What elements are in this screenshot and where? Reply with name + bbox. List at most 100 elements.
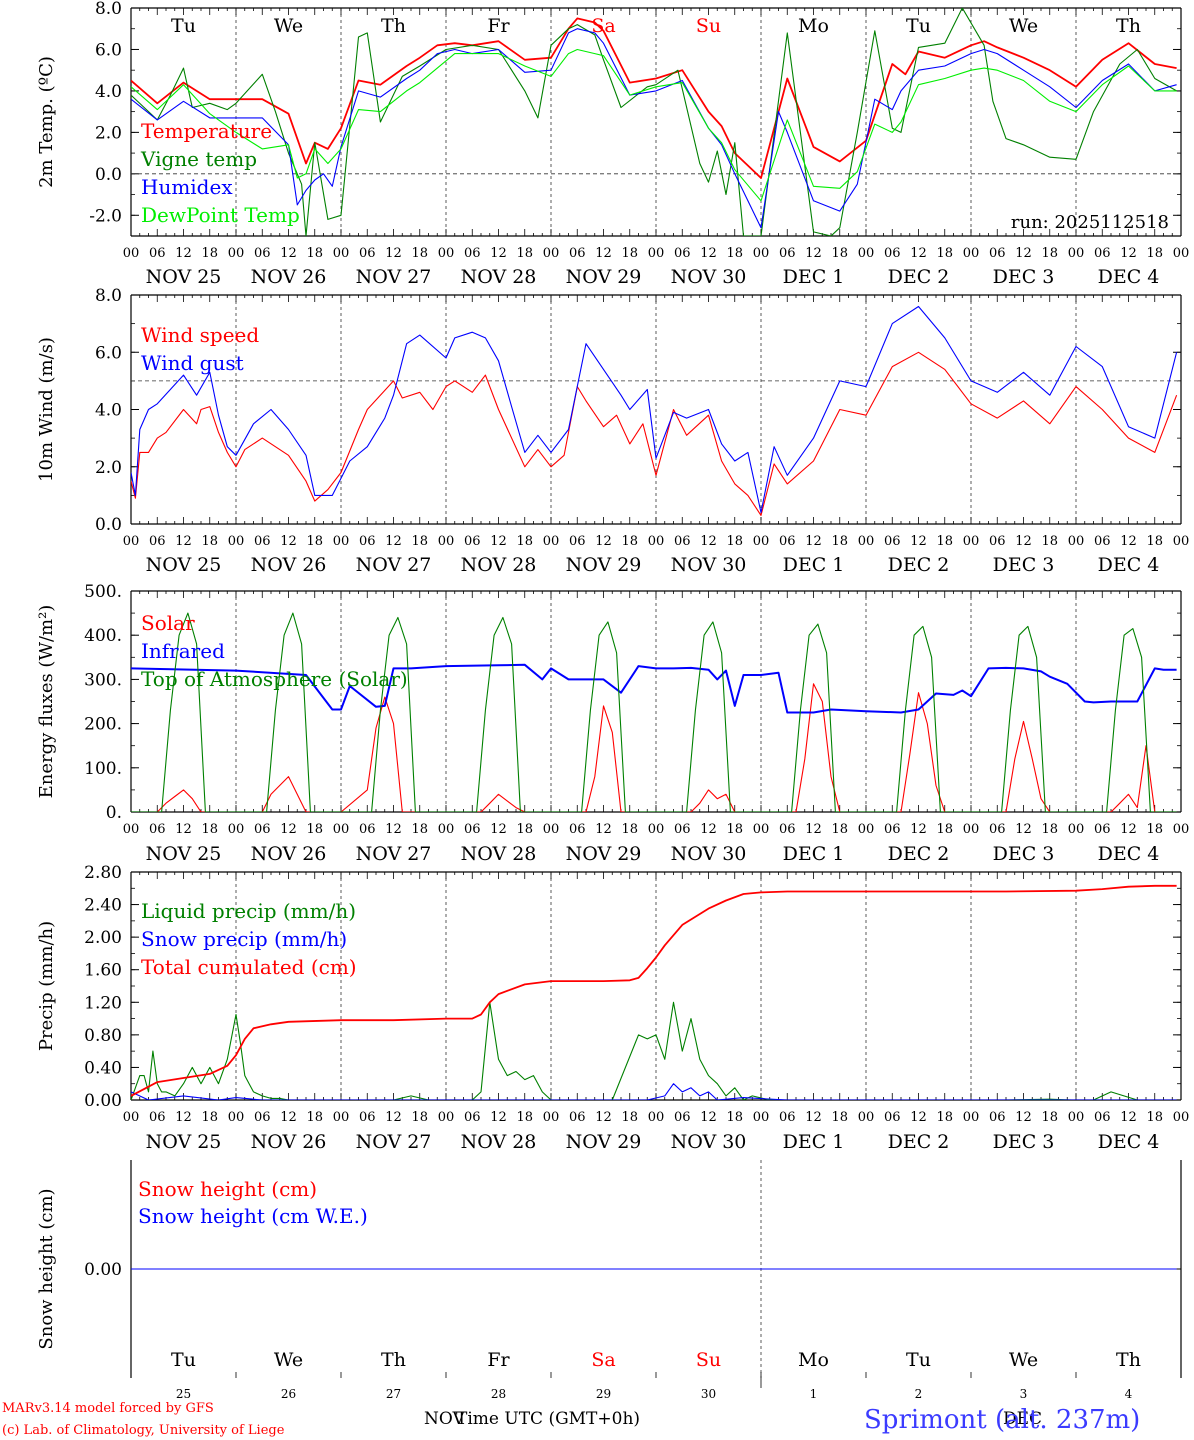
date-label: DEC 4 (1098, 554, 1160, 576)
y-axis-title: Precip (mm/h) (36, 921, 57, 1051)
weekday-label: Sa (591, 1349, 615, 1371)
series-liquid-precip-mm-h (131, 1001, 1177, 1100)
hour-tick-label: 06 (989, 1110, 1006, 1125)
hour-tick-label: 12 (1120, 822, 1137, 837)
day-number-label: 4 (1125, 1387, 1133, 1401)
hour-tick-label: 00 (438, 822, 455, 837)
hour-tick-label: 06 (149, 1110, 166, 1125)
hour-tick-label: 00 (1068, 1110, 1085, 1125)
hour-tick-label: 18 (411, 1110, 428, 1125)
weekday-label: Mo (798, 1349, 829, 1371)
hour-tick-label: 12 (910, 534, 927, 549)
hour-tick-label: 18 (411, 246, 428, 261)
date-label: NOV 29 (566, 266, 642, 288)
hour-tick-label: 00 (1068, 822, 1085, 837)
hour-tick-label: 00 (438, 534, 455, 549)
weekday-label: Tu (906, 15, 931, 37)
series-group (131, 8, 1177, 236)
hour-tick-label: 00 (333, 822, 350, 837)
hour-tick-label: 00 (858, 1110, 875, 1125)
hour-tick-label: 18 (201, 246, 218, 261)
hour-tick-label: 00 (228, 534, 245, 549)
hour-tick-label: 12 (595, 534, 612, 549)
y-tick-label: 6.0 (95, 343, 122, 363)
date-label: DEC 4 (1098, 266, 1160, 288)
hour-tick-label: 00 (123, 822, 140, 837)
y-axis-title: Energy fluxes (W/m²) (36, 605, 57, 799)
y-tick-label: 8.0 (95, 0, 122, 19)
hour-tick-label: 06 (779, 246, 796, 261)
hour-tick-label: 12 (280, 1110, 297, 1125)
y-tick-label: 2.40 (84, 896, 122, 916)
date-label: NOV 30 (671, 266, 747, 288)
hour-tick-label: 18 (726, 1110, 743, 1125)
hour-tick-label: 12 (1015, 822, 1032, 837)
weekday-label: Mo (798, 15, 829, 37)
weekday-label: Th (381, 15, 406, 37)
hour-tick-label: 12 (910, 822, 927, 837)
hour-tick-label: 12 (805, 534, 822, 549)
y-tick-label: 0.80 (84, 1026, 122, 1046)
date-label: DEC 3 (993, 554, 1055, 576)
hour-tick-label: 12 (175, 534, 192, 549)
hour-tick-label: 00 (963, 1110, 980, 1125)
hour-tick-label: 18 (201, 1110, 218, 1125)
series-group (131, 884, 1177, 1100)
hour-tick-label: 12 (700, 534, 717, 549)
y-tick-label: 500. (84, 582, 122, 602)
station-name: Sprimont (alt. 237m) (864, 1405, 1140, 1435)
series-temperature (131, 17, 1177, 179)
weekday-label: Tu (171, 15, 196, 37)
month-nov-label: NOV (424, 1409, 466, 1429)
series-solar (131, 683, 1177, 812)
series-group (131, 305, 1178, 516)
date-label: DEC 4 (1098, 843, 1160, 865)
hour-tick-label: 00 (228, 822, 245, 837)
hour-tick-label: 18 (831, 246, 848, 261)
y-tick-label: 200. (84, 715, 122, 735)
month-dec-label: DEC (1003, 1409, 1042, 1429)
hour-tick-label: 12 (805, 822, 822, 837)
series-wind-speed (131, 351, 1178, 516)
hour-tick-label: 00 (648, 534, 665, 549)
hour-tick-label: 06 (569, 822, 586, 837)
hour-tick-label: 06 (464, 822, 481, 837)
day-number-label: 1 (810, 1387, 818, 1401)
hour-tick-label: 00 (963, 822, 980, 837)
hour-tick-label: 12 (490, 246, 507, 261)
hour-tick-label: 12 (700, 1110, 717, 1125)
hour-tick-label: 06 (254, 534, 271, 549)
hour-tick-label: 18 (306, 1110, 323, 1125)
y-axis-title: 10m Wind (m/s) (36, 337, 57, 482)
weekday-label: Su (696, 1349, 721, 1371)
date-label: DEC 3 (993, 843, 1055, 865)
y-tick-label: 300. (84, 670, 122, 690)
y-tick-label: 2.00 (84, 928, 122, 948)
hour-tick-label: 00 (1173, 1110, 1190, 1125)
hour-tick-label: 06 (884, 822, 901, 837)
y-tick-label: 0.00 (84, 1260, 122, 1280)
hour-tick-label: 12 (805, 246, 822, 261)
legend-temperature: Temperature (141, 119, 272, 143)
y-tick-label: 4.0 (95, 401, 122, 421)
day-number-label: 3 (1020, 1387, 1028, 1401)
hour-tick-label: 12 (1120, 246, 1137, 261)
hour-tick-label: 18 (306, 534, 323, 549)
date-label: NOV 26 (251, 843, 327, 865)
series-dewpoint-temp (131, 48, 1177, 202)
weekday-label: Th (381, 1349, 406, 1371)
hour-tick-label: 12 (700, 246, 717, 261)
legend-liquid-precip-mm-h: Liquid precip (mm/h) (141, 899, 356, 923)
hour-tick-label: 06 (674, 534, 691, 549)
date-label: NOV 26 (251, 554, 327, 576)
date-label: NOV 27 (356, 1131, 432, 1153)
date-label: NOV 25 (146, 1131, 222, 1153)
weekday-label: Sa (591, 15, 615, 37)
hour-tick-label: 12 (490, 822, 507, 837)
y-tick-label: 100. (84, 759, 122, 779)
hour-tick-label: 06 (569, 1110, 586, 1125)
hour-tick-label: 06 (989, 822, 1006, 837)
hour-tick-label: 00 (123, 246, 140, 261)
legend-top-of-atmosphere-solar: Top of Atmosphere (Solar) (141, 667, 408, 691)
hour-tick-label: 00 (1173, 534, 1190, 549)
